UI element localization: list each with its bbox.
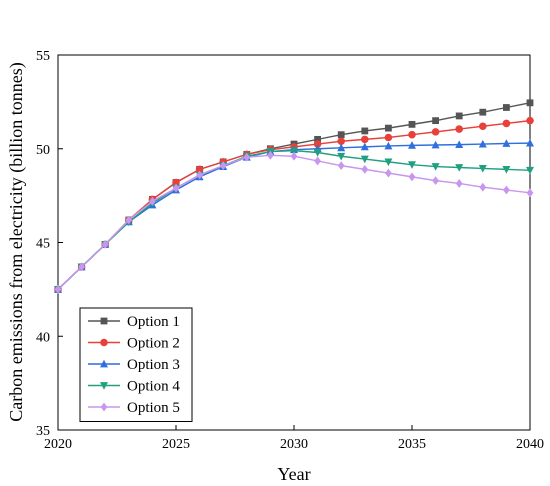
data-point xyxy=(361,127,369,135)
data-point xyxy=(313,149,322,157)
legend-label: Option 4 xyxy=(127,379,180,395)
data-point xyxy=(526,166,534,175)
data-point xyxy=(503,104,510,111)
legend-label: Option 5 xyxy=(127,400,180,416)
data-point xyxy=(502,119,511,128)
series-layer xyxy=(54,99,534,294)
legend-marker xyxy=(100,359,108,368)
data-point xyxy=(431,128,440,136)
x-tick-label: 2030 xyxy=(280,437,308,452)
axes: 2020 2025 2030 2035 2040 35 40 45 50 55 xyxy=(36,49,544,452)
legend-marker xyxy=(100,402,108,412)
data-point xyxy=(384,158,393,167)
data-point xyxy=(314,156,321,166)
legend-marker xyxy=(100,317,108,325)
legend-item: Option 3 xyxy=(88,357,180,373)
data-point xyxy=(172,183,180,193)
legend-label: Option 1 xyxy=(127,314,180,330)
data-point xyxy=(337,137,346,146)
x-axis-title: Year xyxy=(277,464,310,484)
data-point xyxy=(431,140,440,149)
data-point xyxy=(408,130,416,139)
data-point xyxy=(455,179,463,188)
x-tick-label: 2025 xyxy=(162,437,190,452)
legend-item: Option 5 xyxy=(88,400,180,416)
data-point xyxy=(337,131,345,139)
series-2 xyxy=(54,116,534,294)
data-point xyxy=(78,262,85,272)
data-point xyxy=(526,116,534,125)
data-point xyxy=(219,161,227,171)
data-point xyxy=(243,152,251,162)
legend-marker xyxy=(100,382,108,390)
data-point xyxy=(479,122,487,131)
data-point xyxy=(408,141,416,149)
legend-box xyxy=(79,307,193,422)
data-point xyxy=(337,143,346,152)
data-point xyxy=(384,141,393,150)
data-point xyxy=(290,151,298,161)
y-tick-label: 55 xyxy=(36,49,50,64)
data-point xyxy=(361,135,369,144)
x-tick-label: 2040 xyxy=(516,437,544,452)
data-point xyxy=(337,161,345,171)
legend: Option 1 Option 2 Option 3 Option 4 Option 5 xyxy=(79,307,193,422)
data-point xyxy=(431,163,440,171)
legend-marker xyxy=(100,338,108,347)
data-point xyxy=(408,120,416,128)
data-point xyxy=(360,142,369,151)
data-point xyxy=(149,196,156,206)
y-tick-label: 45 xyxy=(36,237,50,252)
data-point xyxy=(360,155,369,164)
data-point xyxy=(384,133,393,142)
data-point xyxy=(313,140,322,148)
data-point xyxy=(479,108,487,116)
data-point xyxy=(408,172,416,182)
data-point xyxy=(432,117,439,125)
data-point xyxy=(455,125,464,133)
data-point xyxy=(101,239,109,249)
data-point xyxy=(385,168,392,178)
series-5 xyxy=(54,150,534,294)
data-point xyxy=(408,161,416,169)
data-point xyxy=(337,152,346,161)
legend-label: Option 2 xyxy=(127,336,180,352)
legend-label: Option 3 xyxy=(127,357,180,373)
data-point xyxy=(526,188,534,198)
x-tick-label: 2035 xyxy=(398,437,426,452)
x-tick-label: 2020 xyxy=(44,437,72,452)
data-point xyxy=(196,170,203,180)
legend-item: Option 2 xyxy=(88,336,180,352)
data-point xyxy=(385,124,392,132)
data-point xyxy=(125,215,133,225)
data-point xyxy=(455,164,464,172)
data-point xyxy=(502,139,511,147)
series-3 xyxy=(54,138,534,293)
data-point xyxy=(479,182,487,192)
y-tick-label: 50 xyxy=(36,143,50,158)
legend-item: Option 1 xyxy=(88,314,180,330)
y-axis-title: Carbon emissions from electricity (billi… xyxy=(6,62,27,421)
data-point xyxy=(361,164,369,174)
data-point xyxy=(455,112,463,120)
data-point xyxy=(526,99,534,107)
data-point xyxy=(478,165,487,173)
data-point xyxy=(172,178,180,187)
data-point xyxy=(432,176,439,186)
data-point xyxy=(455,140,464,149)
data-point xyxy=(54,284,62,294)
data-point xyxy=(290,147,298,155)
data-point xyxy=(314,135,321,143)
y-tick-label: 35 xyxy=(36,424,50,439)
data-point xyxy=(526,138,534,147)
data-point xyxy=(478,139,487,148)
data-point xyxy=(195,165,204,174)
data-point xyxy=(503,185,510,195)
legend-item: Option 4 xyxy=(88,379,180,395)
y-tick-label: 40 xyxy=(36,330,50,345)
data-point xyxy=(502,165,511,174)
data-point xyxy=(267,150,274,160)
